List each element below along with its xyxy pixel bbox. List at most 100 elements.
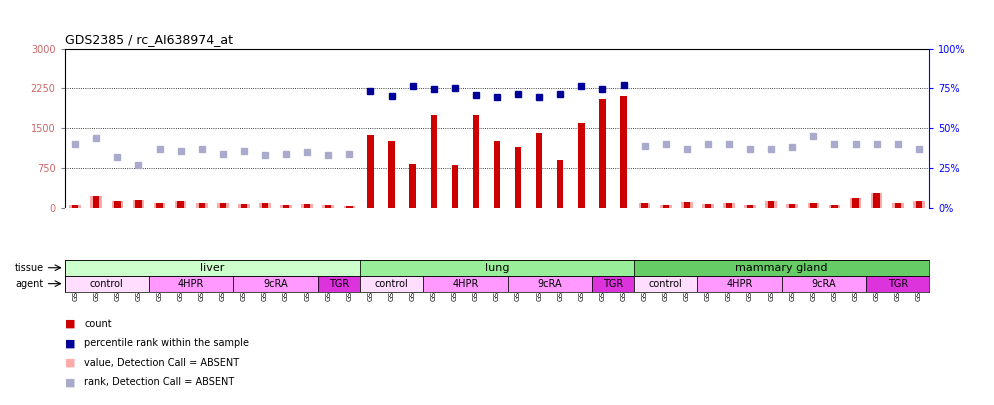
Bar	[634, 260, 929, 276]
Bar	[786, 204, 798, 208]
Bar	[726, 202, 733, 208]
Bar	[325, 205, 331, 208]
Bar	[389, 141, 395, 208]
Bar	[72, 205, 79, 208]
Bar	[599, 99, 605, 208]
Text: count: count	[84, 319, 112, 329]
Text: lung: lung	[485, 263, 509, 273]
Bar	[241, 204, 248, 208]
Text: 9cRA: 9cRA	[538, 279, 562, 289]
Text: ■: ■	[65, 339, 76, 348]
Bar	[178, 201, 184, 208]
Bar	[494, 141, 500, 208]
Bar	[301, 204, 313, 208]
Bar	[641, 203, 648, 208]
Bar	[745, 205, 755, 208]
Bar	[304, 204, 310, 208]
Bar	[874, 193, 880, 208]
Bar	[698, 276, 781, 292]
Bar	[634, 276, 698, 292]
Bar	[789, 204, 795, 208]
Text: tissue: tissue	[14, 263, 44, 273]
Bar	[620, 96, 627, 208]
Bar	[768, 201, 774, 208]
Bar	[322, 205, 334, 208]
Bar	[111, 201, 123, 208]
Bar	[829, 205, 840, 208]
Bar	[915, 201, 922, 208]
Bar	[660, 205, 672, 208]
Bar	[831, 205, 838, 208]
Text: 9cRA: 9cRA	[263, 279, 288, 289]
Bar	[892, 203, 904, 208]
Bar	[259, 203, 270, 208]
Bar	[360, 260, 634, 276]
Text: control: control	[649, 279, 683, 289]
Bar	[135, 200, 141, 208]
Bar	[423, 276, 508, 292]
Bar	[283, 205, 289, 208]
Bar	[810, 203, 816, 208]
Bar	[663, 205, 669, 208]
Text: percentile rank within the sample: percentile rank within the sample	[84, 339, 249, 348]
Bar	[280, 205, 292, 208]
Bar	[684, 202, 690, 208]
Bar	[90, 196, 102, 208]
Text: 4HPR: 4HPR	[452, 279, 478, 289]
Bar	[70, 205, 81, 208]
Text: control: control	[89, 279, 123, 289]
Bar	[579, 123, 584, 208]
Bar	[913, 201, 924, 208]
Bar	[234, 276, 318, 292]
Bar	[220, 202, 226, 208]
Text: ■: ■	[65, 319, 76, 329]
Bar	[781, 276, 866, 292]
Bar	[114, 201, 120, 208]
Bar	[724, 202, 735, 208]
Text: TGR: TGR	[603, 279, 623, 289]
Bar	[895, 203, 901, 208]
Bar	[508, 276, 591, 292]
Bar	[65, 276, 149, 292]
Text: 4HPR: 4HPR	[727, 279, 752, 289]
Bar	[850, 198, 862, 208]
Text: agent: agent	[15, 279, 44, 289]
Bar	[175, 201, 187, 208]
Bar	[261, 203, 268, 208]
Text: ■: ■	[65, 358, 76, 368]
Text: 4HPR: 4HPR	[178, 279, 205, 289]
Bar	[681, 202, 693, 208]
Bar	[702, 204, 714, 208]
Bar	[132, 200, 144, 208]
Text: GDS2385 / rc_AI638974_at: GDS2385 / rc_AI638974_at	[65, 33, 233, 46]
Bar	[65, 260, 360, 276]
Bar	[318, 276, 360, 292]
Text: 9cRA: 9cRA	[812, 279, 836, 289]
Text: value, Detection Call = ABSENT: value, Detection Call = ABSENT	[84, 358, 240, 368]
Bar	[591, 276, 634, 292]
Text: control: control	[375, 279, 409, 289]
Bar	[410, 164, 415, 208]
Bar	[217, 202, 229, 208]
Bar	[239, 204, 249, 208]
Bar	[156, 202, 163, 208]
Text: TGR: TGR	[888, 279, 908, 289]
Bar	[346, 206, 353, 208]
Bar	[199, 203, 205, 208]
Bar	[430, 115, 437, 208]
Bar	[871, 193, 883, 208]
Bar	[705, 204, 711, 208]
Bar	[515, 147, 521, 208]
Bar	[765, 201, 777, 208]
Bar	[360, 276, 423, 292]
Bar	[149, 276, 234, 292]
Bar	[93, 196, 99, 208]
Text: rank, Detection Call = ABSENT: rank, Detection Call = ABSENT	[84, 377, 235, 387]
Bar	[154, 202, 165, 208]
Bar	[853, 198, 859, 208]
Bar	[746, 205, 753, 208]
Bar	[866, 276, 929, 292]
Bar	[536, 134, 543, 208]
Text: mammary gland: mammary gland	[736, 263, 828, 273]
Bar	[473, 115, 479, 208]
